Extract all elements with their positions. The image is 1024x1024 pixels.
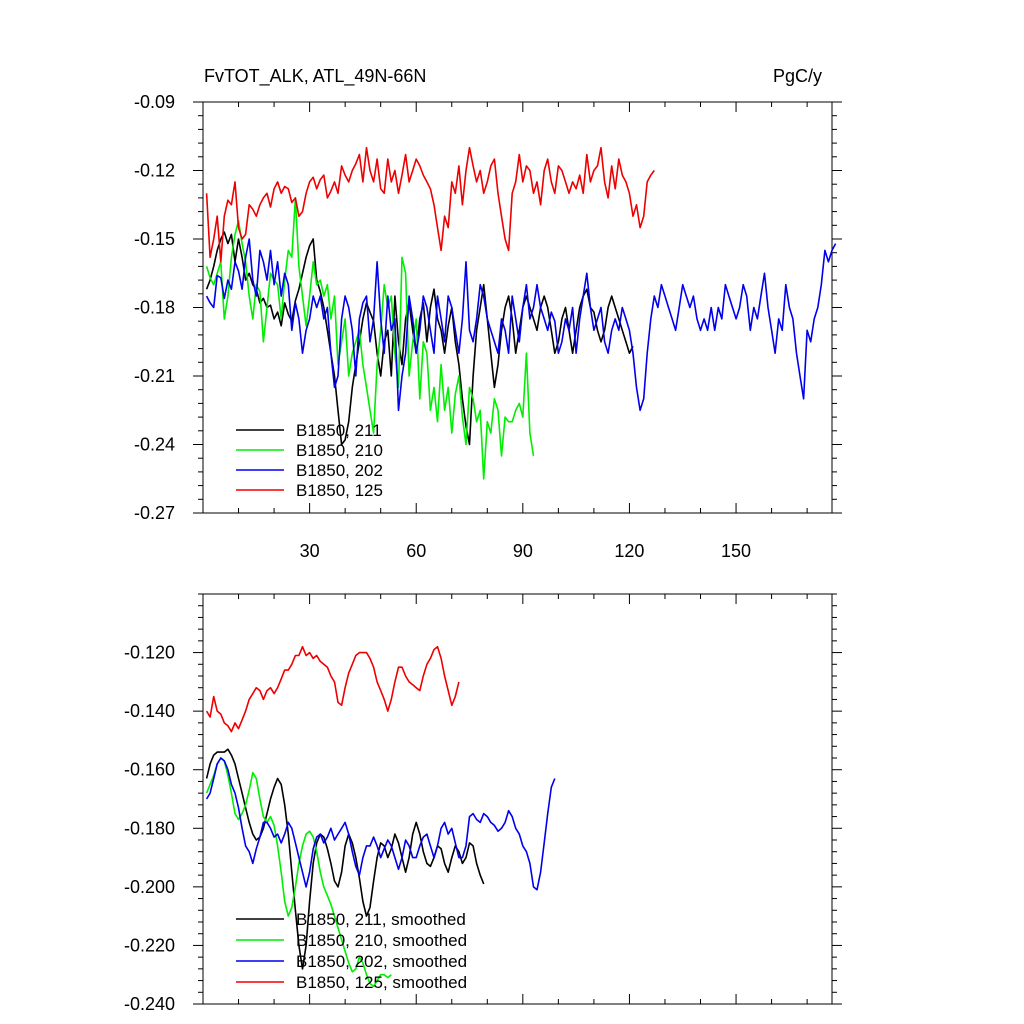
x-tick-label: 150 xyxy=(721,541,751,561)
y-tick-label: -0.21 xyxy=(134,366,175,386)
y-tick-label: -0.160 xyxy=(124,760,175,780)
series-line-b1850-211 xyxy=(205,231,634,446)
x-tick-label: 120 xyxy=(614,541,644,561)
legend-label: B1850, 210 xyxy=(296,441,383,460)
y-tick-label: -0.27 xyxy=(134,503,175,523)
bottom-panel: -0.120 -0.140 -0.160 -0.180 -0.200 -0.220 -0.2… xyxy=(124,593,842,1014)
series-line-b1850-210 xyxy=(205,197,535,480)
series-line-b1850-210-smoothed xyxy=(205,757,392,988)
legend-label: B1850, 211, smoothed xyxy=(296,910,466,929)
series-line-b1850-125-smoothed xyxy=(205,645,460,733)
series-line-b1850-125 xyxy=(205,146,655,263)
legend-label: B1850, 210, smoothed xyxy=(296,931,467,950)
series-line-b1850-202 xyxy=(205,238,837,412)
legend-label: B1850, 211 xyxy=(296,421,382,440)
legend-label: B1850, 202, smoothed xyxy=(296,952,467,971)
legend-label: B1850, 125, smoothed xyxy=(296,973,467,992)
y-tick-label: -0.220 xyxy=(124,935,175,955)
y-tick-label: -0.140 xyxy=(124,701,175,721)
y-tick-label: -0.200 xyxy=(124,877,175,897)
x-tick-label: 60 xyxy=(406,541,426,561)
y-tick-label: -0.240 xyxy=(124,994,175,1014)
chart-title: FvTOT_ALK, ATL_49N-66N xyxy=(204,66,426,87)
y-tick-label: -0.180 xyxy=(124,818,175,838)
y-tick-label: -0.24 xyxy=(134,435,175,455)
x-tick-label: 90 xyxy=(513,541,533,561)
units-label: PgC/y xyxy=(773,66,822,86)
y-tick-label: -0.120 xyxy=(124,643,175,663)
y-tick-label: -0.09 xyxy=(134,92,175,112)
y-tick-label: -0.12 xyxy=(134,161,175,181)
y-tick-label: -0.15 xyxy=(134,229,175,249)
legend-label: B1850, 202 xyxy=(296,461,383,480)
plot-frame xyxy=(202,593,833,1005)
x-tick-label: 30 xyxy=(300,541,320,561)
top-panel: 30 60 90 120 150 -0.09 -0.12 -0.15 -0.18 -0.21 -0.… xyxy=(134,92,842,561)
series-line-b1850-202-smoothed xyxy=(205,757,556,891)
y-tick-label: -0.18 xyxy=(134,298,175,318)
legend-label: B1850, 125 xyxy=(296,481,383,500)
